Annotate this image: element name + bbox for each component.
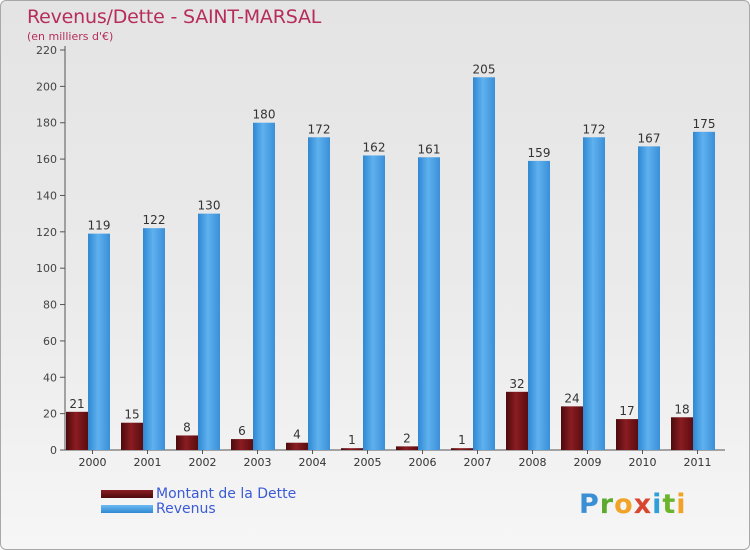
data-label-dette: 32 bbox=[509, 377, 524, 391]
data-label-revenus: 172 bbox=[583, 122, 606, 136]
legend-label-dette: Montant de la Dette bbox=[156, 486, 297, 502]
y-tick-label: 160 bbox=[36, 153, 57, 166]
x-tick-label: 2004 bbox=[299, 456, 327, 469]
x-tick-label: 2011 bbox=[684, 456, 712, 469]
x-tick-label: 2001 bbox=[134, 456, 162, 469]
x-tick-label: 2010 bbox=[629, 456, 657, 469]
data-label-dette: 2 bbox=[403, 431, 411, 445]
data-label-revenus: 167 bbox=[638, 131, 661, 145]
legend-swatch-dette bbox=[101, 490, 153, 498]
y-tick-label: 200 bbox=[36, 80, 57, 93]
y-tick-label: 140 bbox=[36, 189, 57, 202]
bar-dette bbox=[66, 411, 88, 450]
y-tick-label: 120 bbox=[36, 226, 57, 239]
bar-dette bbox=[506, 391, 528, 450]
x-tick-label: 2008 bbox=[519, 456, 547, 469]
bar-revenus bbox=[308, 137, 330, 451]
y-tick-label: 220 bbox=[36, 44, 57, 57]
bar-revenus bbox=[583, 137, 605, 451]
y-tick-label: 100 bbox=[36, 262, 57, 275]
bar-dette bbox=[451, 448, 473, 450]
data-label-revenus: 205 bbox=[473, 62, 496, 76]
bar-revenus bbox=[473, 77, 495, 450]
bar-revenus bbox=[528, 160, 550, 450]
data-label-revenus: 175 bbox=[693, 117, 716, 131]
data-label-dette: 24 bbox=[564, 391, 579, 405]
proxiti-logo: Proxiti bbox=[579, 489, 687, 520]
data-label-revenus: 119 bbox=[88, 219, 111, 233]
bar-revenus bbox=[198, 213, 220, 450]
bar-revenus bbox=[693, 131, 715, 450]
data-label-revenus: 162 bbox=[363, 140, 386, 154]
data-label-dette: 1 bbox=[348, 433, 356, 447]
data-label-dette: 4 bbox=[293, 428, 301, 442]
data-label-dette: 15 bbox=[124, 408, 139, 422]
chart-subtitle: (en milliers d'€) bbox=[27, 30, 114, 43]
data-label-dette: 17 bbox=[619, 404, 634, 418]
data-label-dette: 21 bbox=[69, 397, 84, 411]
x-tick-label: 2000 bbox=[79, 456, 107, 469]
data-label-dette: 8 bbox=[183, 420, 191, 434]
y-tick-label: 0 bbox=[50, 444, 57, 457]
bar-dette bbox=[561, 406, 583, 450]
bar-revenus bbox=[253, 122, 275, 451]
bar-dette bbox=[671, 417, 693, 450]
data-label-revenus: 161 bbox=[418, 142, 441, 156]
y-tick-label: 180 bbox=[36, 117, 57, 130]
bar-revenus bbox=[638, 146, 660, 450]
data-label-revenus: 159 bbox=[528, 146, 551, 160]
data-label-dette: 18 bbox=[674, 402, 689, 416]
chart-title: Revenus/Dette - SAINT-MARSAL bbox=[27, 6, 322, 28]
bar-revenus bbox=[418, 157, 440, 451]
bar-dette bbox=[286, 442, 308, 450]
data-label-revenus: 122 bbox=[143, 213, 166, 227]
legend-swatch-revenus bbox=[101, 505, 153, 513]
axes: 0 20 40 60 80 100 120 140 160 180 200 220 2000 2001 20… bbox=[36, 44, 725, 469]
x-tick-label: 2009 bbox=[574, 456, 602, 469]
data-label-revenus: 172 bbox=[308, 122, 331, 136]
bars bbox=[66, 77, 715, 451]
bar-dette bbox=[341, 448, 363, 450]
y-tick-label: 20 bbox=[43, 408, 57, 421]
data-label-revenus: 130 bbox=[198, 199, 221, 213]
data-label-revenus: 180 bbox=[253, 108, 276, 122]
y-tick-label: 40 bbox=[43, 371, 57, 384]
bar-dette bbox=[231, 439, 253, 450]
bar-dette bbox=[121, 422, 143, 450]
bar-dette bbox=[396, 446, 418, 450]
y-tick-label: 80 bbox=[43, 299, 57, 312]
data-label-dette: 1 bbox=[458, 433, 466, 447]
x-tick-label: 2006 bbox=[409, 456, 437, 469]
x-tick-label: 2005 bbox=[354, 456, 382, 469]
x-tick-label: 2007 bbox=[464, 456, 492, 469]
bar-revenus bbox=[363, 155, 385, 451]
bar-revenus bbox=[143, 228, 165, 450]
data-labels: 21 119 15 122 8 130 6 180 4 172 1 162 2 161 1 205 32 159 2… bbox=[69, 62, 715, 447]
bar-revenus bbox=[88, 233, 110, 450]
bar-dette bbox=[616, 419, 638, 450]
x-tick-label: 2003 bbox=[244, 456, 272, 469]
legend-label-revenus: Revenus bbox=[156, 501, 216, 517]
y-tick-label: 60 bbox=[43, 335, 57, 348]
bar-dette bbox=[176, 435, 198, 450]
data-label-dette: 6 bbox=[238, 424, 246, 438]
x-tick-label: 2002 bbox=[189, 456, 217, 469]
